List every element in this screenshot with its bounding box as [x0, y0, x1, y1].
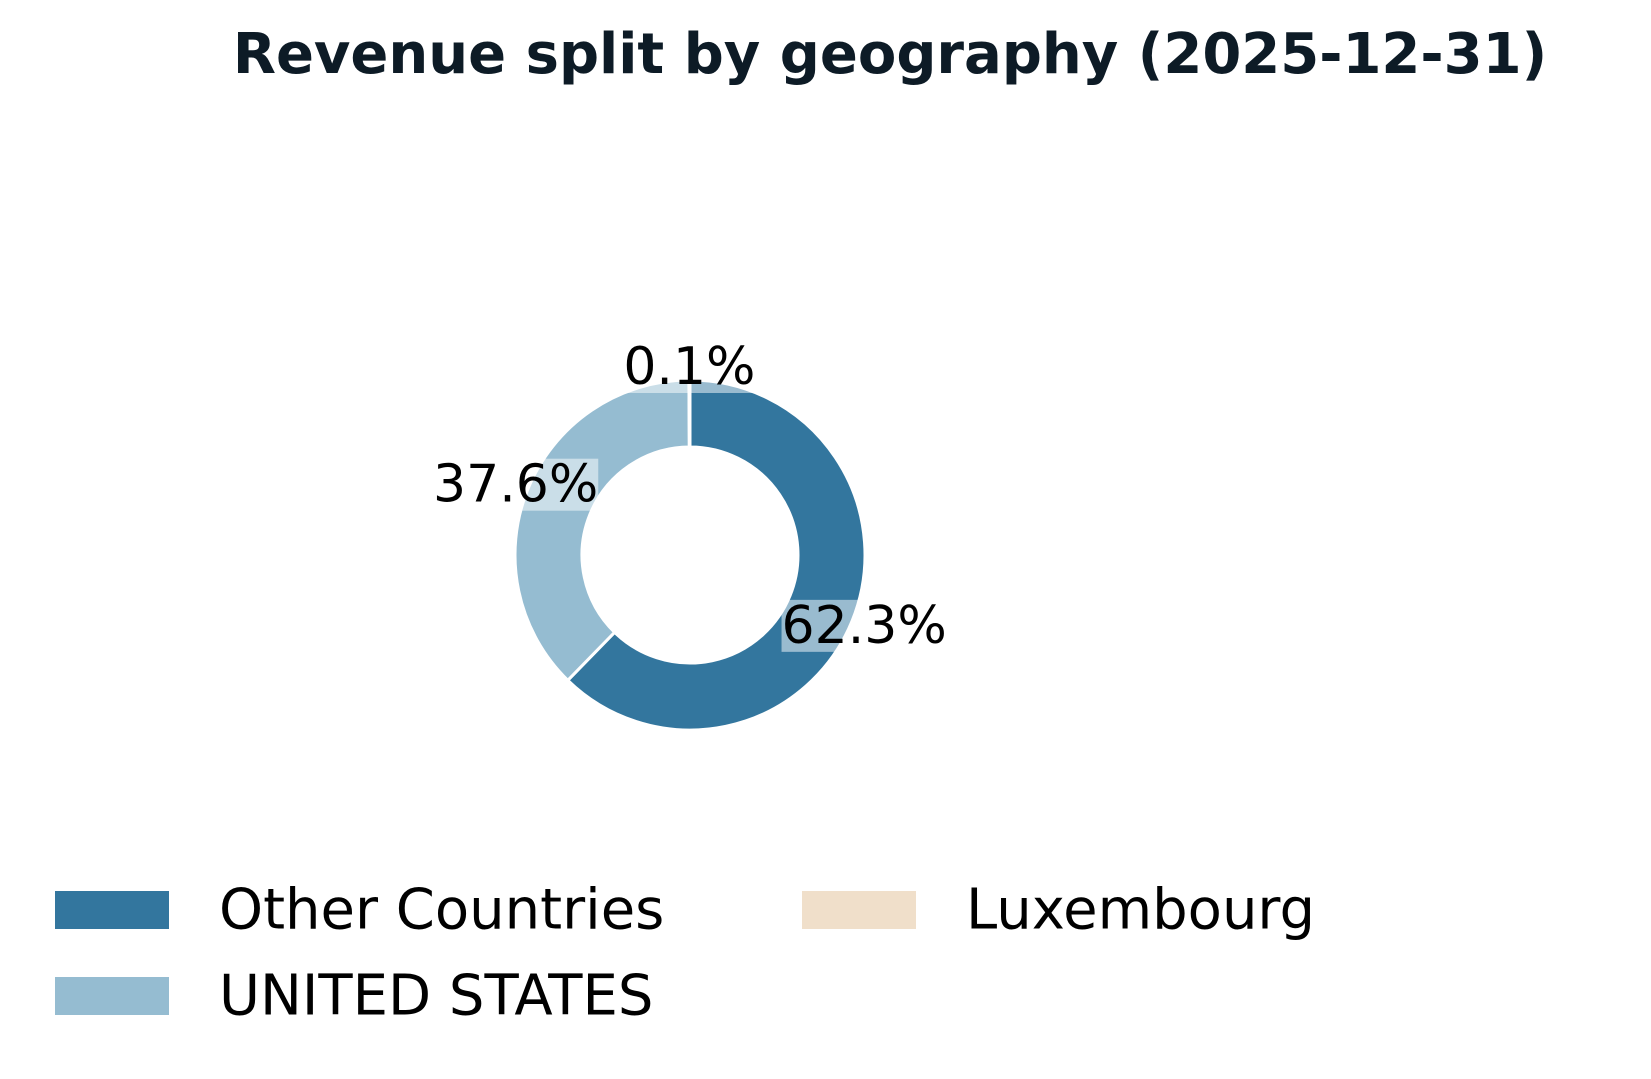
slice-label-background	[623, 341, 756, 394]
chart-title: Revenue split by geography (2025-12-31)	[233, 22, 1547, 87]
slice-label-text: 62.3%	[782, 596, 947, 656]
slice-label-luxembourg: 0.1%	[623, 337, 756, 397]
legend-entry-united-states: UNITED STATES	[55, 964, 653, 1029]
slice-label-background	[781, 599, 947, 652]
legend-label: UNITED STATES	[219, 964, 653, 1029]
legend-swatch	[802, 891, 916, 929]
donut-slices	[513, 378, 867, 732]
legend: Other Countries UNITED STATES Luxembourg	[55, 878, 1315, 1029]
slice-united-states	[513, 378, 691, 683]
slice-labels: 62.3% 37.6% 0.1%	[433, 337, 947, 656]
legend-swatch	[55, 977, 169, 1015]
slice-label-text: 37.6%	[433, 455, 598, 515]
legend-entry-other-countries: Other Countries	[55, 878, 664, 943]
legend-label: Luxembourg	[966, 878, 1315, 943]
slice-label-united-states: 37.6%	[433, 455, 599, 515]
slice-label-other-countries: 62.3%	[781, 596, 947, 656]
legend-label: Other Countries	[219, 878, 664, 943]
legend-swatch	[55, 891, 169, 929]
slice-label-background	[433, 458, 599, 511]
slice-label-text: 0.1%	[623, 337, 755, 397]
legend-entry-luxembourg: Luxembourg	[802, 878, 1315, 943]
